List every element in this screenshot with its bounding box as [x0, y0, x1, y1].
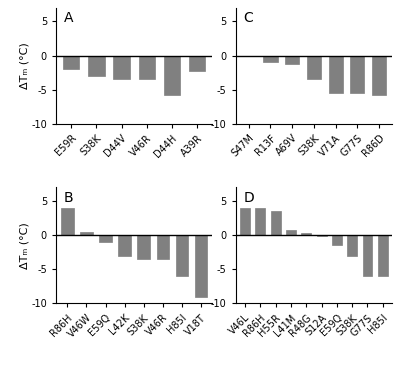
Text: A: A: [64, 11, 73, 25]
Bar: [138, 235, 150, 259]
Bar: [378, 235, 388, 276]
Bar: [156, 235, 169, 259]
Bar: [263, 56, 278, 62]
Bar: [362, 235, 372, 276]
Bar: [301, 233, 311, 235]
Bar: [285, 56, 299, 64]
Bar: [113, 56, 130, 79]
Bar: [307, 56, 321, 79]
Text: B: B: [64, 191, 74, 205]
Bar: [347, 235, 357, 256]
Bar: [164, 56, 180, 95]
Bar: [350, 56, 364, 93]
Bar: [99, 235, 112, 242]
Bar: [372, 56, 386, 95]
Bar: [255, 208, 265, 235]
Bar: [328, 56, 343, 93]
Bar: [63, 56, 79, 69]
Text: C: C: [244, 11, 253, 25]
Y-axis label: ΔTₘ (°C): ΔTₘ (°C): [20, 222, 30, 269]
Bar: [286, 230, 296, 235]
Bar: [138, 56, 155, 79]
Bar: [270, 211, 280, 235]
Bar: [176, 235, 188, 276]
Bar: [195, 235, 207, 296]
Bar: [61, 208, 74, 235]
Bar: [80, 232, 93, 235]
Bar: [189, 56, 205, 70]
Bar: [240, 208, 250, 235]
Bar: [118, 235, 131, 256]
Bar: [316, 235, 326, 236]
Y-axis label: ΔTₘ (°C): ΔTₘ (°C): [20, 42, 30, 89]
Bar: [332, 235, 342, 245]
Text: D: D: [244, 191, 254, 205]
Bar: [88, 56, 104, 76]
